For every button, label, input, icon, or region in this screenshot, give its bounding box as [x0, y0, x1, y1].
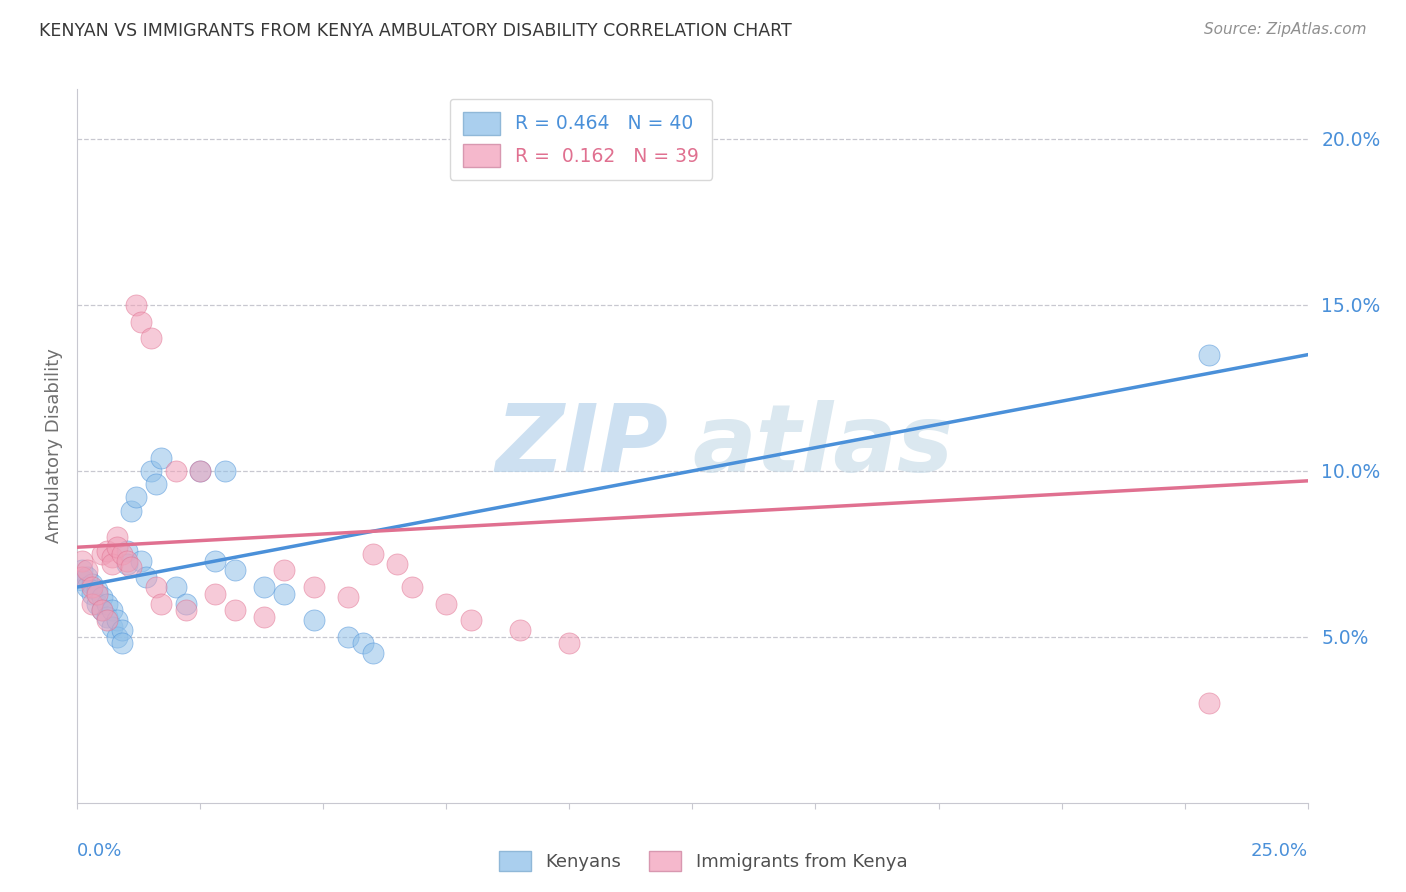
- Text: 0.0%: 0.0%: [77, 842, 122, 860]
- Point: [361, 547, 384, 561]
- Point: [273, 564, 295, 578]
- Point: [214, 464, 236, 478]
- Y-axis label: Ambulatory Disability: Ambulatory Disability: [45, 349, 63, 543]
- Point: [337, 630, 360, 644]
- Point: [188, 464, 212, 478]
- Point: [273, 587, 295, 601]
- Point: [96, 610, 118, 624]
- Point: [115, 543, 138, 558]
- Point: [141, 331, 163, 345]
- Point: [224, 564, 246, 578]
- Point: [115, 557, 138, 571]
- Point: [105, 530, 128, 544]
- Point: [150, 450, 173, 465]
- Point: [111, 624, 132, 638]
- Point: [82, 576, 104, 591]
- Text: Source: ZipAtlas.com: Source: ZipAtlas.com: [1204, 22, 1367, 37]
- Point: [188, 464, 212, 478]
- Point: [253, 610, 276, 624]
- Point: [121, 504, 143, 518]
- Legend: R = 0.464   N = 40, R =  0.162   N = 39: R = 0.464 N = 40, R = 0.162 N = 39: [450, 99, 713, 180]
- Point: [101, 620, 124, 634]
- Point: [129, 314, 153, 328]
- Point: [224, 603, 246, 617]
- Text: ZIP: ZIP: [495, 400, 668, 492]
- Point: [105, 630, 128, 644]
- Point: [174, 603, 197, 617]
- Point: [1198, 348, 1220, 362]
- Point: [302, 613, 325, 627]
- Point: [385, 557, 409, 571]
- Point: [204, 587, 226, 601]
- Point: [82, 597, 104, 611]
- Legend: Kenyans, Immigrants from Kenya: Kenyans, Immigrants from Kenya: [492, 844, 914, 879]
- Point: [70, 564, 93, 578]
- Point: [204, 553, 226, 567]
- Point: [86, 597, 108, 611]
- Point: [352, 636, 374, 650]
- Point: [105, 540, 128, 554]
- Point: [145, 477, 167, 491]
- Point: [165, 580, 187, 594]
- Point: [401, 580, 423, 594]
- Point: [115, 553, 138, 567]
- Point: [125, 298, 148, 312]
- Point: [121, 560, 143, 574]
- Point: [165, 464, 187, 478]
- Point: [1198, 696, 1220, 710]
- Point: [101, 557, 124, 571]
- Point: [125, 491, 148, 505]
- Point: [90, 590, 114, 604]
- Point: [150, 597, 173, 611]
- Point: [70, 570, 93, 584]
- Point: [96, 543, 118, 558]
- Point: [145, 580, 167, 594]
- Point: [76, 570, 98, 584]
- Point: [82, 580, 104, 594]
- Point: [76, 564, 98, 578]
- Point: [174, 597, 197, 611]
- Point: [253, 580, 276, 594]
- Point: [101, 550, 124, 565]
- Point: [96, 613, 118, 627]
- Point: [460, 613, 482, 627]
- Point: [86, 583, 108, 598]
- Point: [86, 587, 108, 601]
- Point: [302, 580, 325, 594]
- Point: [105, 613, 128, 627]
- Point: [337, 590, 360, 604]
- Point: [76, 580, 98, 594]
- Text: 25.0%: 25.0%: [1250, 842, 1308, 860]
- Point: [361, 647, 384, 661]
- Point: [129, 553, 153, 567]
- Point: [70, 553, 93, 567]
- Point: [90, 603, 114, 617]
- Point: [70, 574, 93, 588]
- Point: [509, 624, 531, 638]
- Point: [90, 603, 114, 617]
- Point: [141, 464, 163, 478]
- Point: [558, 636, 581, 650]
- Text: KENYAN VS IMMIGRANTS FROM KENYA AMBULATORY DISABILITY CORRELATION CHART: KENYAN VS IMMIGRANTS FROM KENYA AMBULATO…: [39, 22, 792, 40]
- Point: [135, 570, 157, 584]
- Point: [436, 597, 458, 611]
- Point: [90, 547, 114, 561]
- Point: [82, 587, 104, 601]
- Point: [111, 547, 132, 561]
- Text: atlas: atlas: [693, 400, 953, 492]
- Point: [111, 636, 132, 650]
- Point: [101, 603, 124, 617]
- Point: [96, 597, 118, 611]
